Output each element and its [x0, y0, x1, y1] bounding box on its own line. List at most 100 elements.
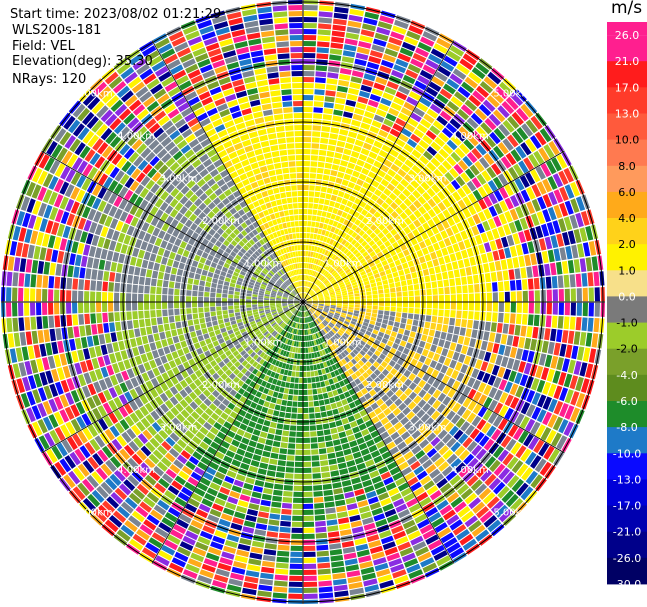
gate-125 — [319, 143, 328, 150]
gate-2345 — [476, 506, 490, 519]
gate-882 — [455, 175, 466, 187]
gate-487 — [406, 96, 418, 106]
gate-2077 — [437, 392, 447, 403]
gate-238 — [351, 70, 364, 78]
gate-370 — [347, 181, 356, 189]
gate-1831 — [480, 361, 489, 372]
gate-4022 — [177, 364, 185, 373]
gate-4480 — [114, 302, 120, 312]
gate-1377 — [467, 275, 473, 285]
gate-3195 — [245, 570, 260, 578]
gate-1437 — [527, 278, 534, 290]
gate-3495 — [164, 539, 178, 551]
gate-3177 — [267, 464, 277, 471]
gate-3625 — [203, 421, 213, 431]
gate-2521 — [362, 414, 371, 423]
gate-3622 — [214, 407, 223, 416]
gate-3827 — [170, 406, 180, 417]
gate-4924 — [163, 232, 171, 242]
gate-3385 — [214, 497, 226, 507]
gate-688 — [449, 118, 462, 130]
gate-1175 — [446, 245, 455, 254]
gate-1633 — [502, 323, 509, 334]
gate-3925 — [169, 386, 179, 396]
gate-3902 — [285, 310, 290, 315]
gate-1017 — [394, 246, 402, 254]
gate-547 — [446, 50, 461, 62]
gate-2784 — [346, 503, 358, 511]
gate-631 — [415, 144, 426, 154]
gate-1536 — [522, 302, 528, 314]
gate-4785 — [91, 234, 100, 247]
gate-3984 — [118, 406, 129, 418]
gate-4957 — [257, 276, 264, 281]
gate-1587 — [527, 314, 534, 326]
gate-3696 — [112, 510, 127, 523]
gate-890 — [493, 145, 505, 159]
gate-3823 — [189, 391, 198, 401]
gate-1301 — [312, 298, 318, 301]
gate-522 — [371, 180, 380, 188]
gate-3153 — [297, 323, 300, 329]
gate-4883 — [109, 218, 119, 230]
gate-1211 — [369, 279, 376, 284]
gate-955 — [331, 280, 337, 285]
gate-2880 — [322, 483, 333, 490]
gate-1351 — [312, 299, 318, 301]
gate-2895 — [332, 572, 346, 580]
gate-4611 — [228, 290, 234, 295]
gate-3415 — [258, 385, 265, 393]
gate-603 — [316, 280, 320, 285]
gate-393 — [397, 53, 411, 63]
gate-4280 — [118, 340, 126, 351]
gate-3847 — [77, 482, 90, 497]
gate-203 — [307, 275, 310, 281]
gate-2323 — [392, 407, 402, 416]
gate-3207 — [289, 346, 294, 352]
gate-2526 — [376, 440, 386, 449]
gate-1278 — [469, 256, 476, 266]
gate-3071 — [289, 431, 296, 437]
gate-338 — [375, 76, 388, 86]
gate-2111 — [357, 343, 364, 349]
gate-1098 — [563, 167, 574, 183]
gate-4444 — [30, 316, 37, 330]
gate-3881 — [145, 414, 155, 425]
gate-1185 — [503, 224, 512, 236]
gate-2756 — [311, 340, 315, 346]
gate-3173 — [272, 441, 281, 448]
gate-3770 — [207, 385, 216, 393]
gate-2575 — [366, 439, 375, 448]
gate-3018 — [297, 413, 303, 419]
gate-4117 — [199, 340, 207, 347]
gate-386 — [382, 92, 394, 101]
gate-4601 — [288, 299, 294, 301]
gate-2558 — [324, 348, 329, 354]
gate-4088 — [86, 396, 96, 409]
gate-1397 — [585, 257, 593, 272]
gate-4448 — [6, 318, 13, 333]
gate-1064 — [381, 260, 388, 266]
gate-2790 — [354, 537, 367, 546]
gate-4900 — [294, 297, 300, 301]
gate-1906 — [338, 318, 345, 323]
gate-1739 — [533, 352, 541, 365]
gate-4248 — [16, 378, 26, 393]
gate-668 — [373, 211, 382, 219]
gate-4332 — [104, 333, 112, 344]
gate-4617 — [192, 284, 199, 291]
gate-157 — [310, 251, 314, 257]
gate-3870 — [198, 375, 207, 383]
gate-868 — [390, 228, 398, 236]
gate-3533 — [190, 471, 202, 481]
gate-4866 — [205, 259, 212, 266]
gate-4681 — [110, 262, 117, 272]
gate-1514 — [390, 302, 396, 307]
gate-311 — [324, 230, 330, 237]
gate-808 — [341, 264, 348, 270]
gate-2155 — [328, 323, 334, 328]
gate-2271 — [390, 394, 399, 403]
gate-4012 — [230, 336, 238, 343]
gate-2494 — [437, 527, 452, 539]
gate-2363 — [351, 365, 358, 373]
